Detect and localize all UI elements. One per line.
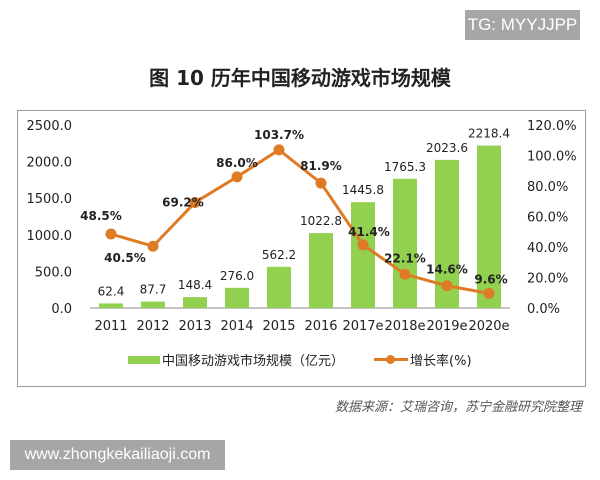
bar <box>351 202 375 308</box>
x-tick-label: 2016 <box>304 319 337 334</box>
line-point <box>441 280 453 292</box>
line-data-label: 40.5% <box>104 251 146 265</box>
bar-data-label: 87.7 <box>140 283 167 297</box>
bar-data-label: 1765.3 <box>384 160 426 174</box>
x-tick-label: 2018e <box>384 319 425 334</box>
bar <box>393 178 417 308</box>
watermark-bottom: www.zhongkekailiaoji.com <box>10 440 225 470</box>
y-right-tick-label: 20.0% <box>527 272 568 287</box>
line-data-label: 41.4% <box>348 225 390 239</box>
y-right-tick-label: 0.0% <box>527 302 560 317</box>
bar-data-label: 276.0 <box>220 269 254 283</box>
bar <box>99 303 123 308</box>
bar <box>309 233 333 308</box>
bar-data-label: 2218.4 <box>468 127 510 141</box>
bar-data-label: 148.4 <box>178 278 212 292</box>
x-tick-label: 2013 <box>178 319 211 334</box>
line-point <box>399 268 411 280</box>
line-point <box>105 228 117 240</box>
x-tick-label: 2015 <box>262 319 295 334</box>
y-right-tick-label: 120.0% <box>527 119 577 134</box>
bar <box>267 266 291 308</box>
bar-data-label: 1022.8 <box>300 214 342 228</box>
line-point <box>147 240 159 252</box>
legend-line-label: 增长率(%) <box>410 354 472 369</box>
y-right-tick-label: 100.0% <box>527 150 577 165</box>
chart-svg: 0.0 500.0 1000.0 1500.0 2000.0 2500.0 0.0% 20.0… <box>27 119 577 334</box>
x-tick-label: 2011 <box>94 319 127 334</box>
source-note: 数据来源：艾瑞咨询，苏宁金融研究院整理 <box>334 400 582 415</box>
line-point <box>231 171 243 183</box>
chart-frame <box>17 110 586 387</box>
y-left-tick-label: 1000.0 <box>27 229 73 244</box>
watermark-top: TG: MYYJJPP <box>465 10 580 40</box>
y-right-tick-label: 40.0% <box>527 241 568 256</box>
line-point <box>189 196 201 208</box>
x-tick-label: 2020e <box>468 319 509 334</box>
legend-bar-swatch <box>128 355 160 364</box>
line-point <box>483 287 495 299</box>
line-data-label: 81.9% <box>300 159 342 173</box>
line-point <box>315 177 327 189</box>
legend-bar-label: 中国移动游戏市场规模（亿元） <box>162 354 345 369</box>
x-tick-label: 2012 <box>136 319 169 334</box>
x-tick-label: 2017e <box>342 319 383 334</box>
y-left-tick-label: 0.0 <box>51 302 72 317</box>
line-data-label: 48.5% <box>80 209 122 223</box>
line-data-label: 9.6% <box>474 272 507 286</box>
line-data-label: 103.7% <box>254 128 304 142</box>
y-left-tick-label: 500.0 <box>35 265 72 280</box>
growth-line <box>110 148 490 295</box>
line-point <box>273 144 285 156</box>
bar <box>141 301 165 308</box>
legend-line-swatch <box>374 355 409 364</box>
line-data-label: 69.2% <box>162 195 204 209</box>
y-left-tick-label: 2000.0 <box>27 156 73 171</box>
bar <box>477 145 501 308</box>
y-left-tick-label: 2500.0 <box>27 119 73 134</box>
y-right-tick-label: 80.0% <box>527 180 568 195</box>
bar-data-label: 562.2 <box>262 248 296 262</box>
line-data-label: 14.6% <box>426 263 468 277</box>
bar-data-label: 62.4 <box>98 284 125 298</box>
line-point <box>357 239 369 251</box>
legend: 中国移动游戏市场规模（亿元） 增长率(%) <box>128 350 472 369</box>
y-right-tick-label: 60.0% <box>527 211 568 226</box>
x-tick-label: 2019e <box>426 319 467 334</box>
bar-data-label: 1445.8 <box>342 183 384 197</box>
bar <box>225 287 249 308</box>
line-data-label: 86.0% <box>216 156 258 170</box>
bar-data-label: 2023.6 <box>426 141 468 155</box>
bar <box>183 297 207 308</box>
x-tick-label: 2014 <box>220 319 253 334</box>
chart-title: 图 10 历年中国移动游戏市场规模 <box>149 66 451 90</box>
line-data-label: 22.1% <box>384 251 426 265</box>
y-left-tick-label: 1500.0 <box>27 192 73 207</box>
